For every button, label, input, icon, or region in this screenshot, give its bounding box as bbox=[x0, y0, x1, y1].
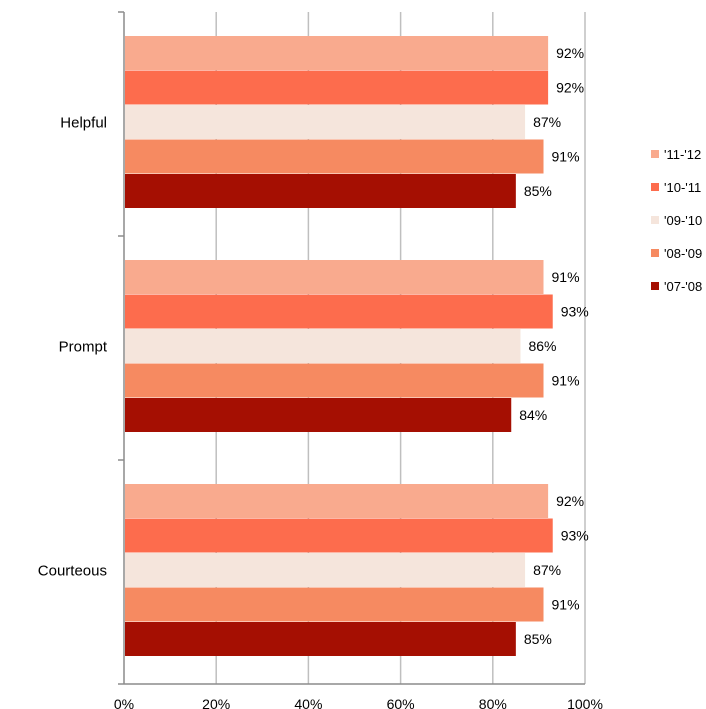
bar bbox=[125, 70, 549, 105]
x-tick-label: 40% bbox=[294, 696, 322, 709]
legend-swatch bbox=[651, 216, 659, 224]
legend-swatch bbox=[651, 150, 659, 158]
bars bbox=[125, 36, 553, 656]
data-labels: 92% 92% 87% 91% 85% 91% 93% 86% 91% 84% 92% 93% 87% 9… bbox=[519, 45, 589, 647]
bar bbox=[125, 294, 553, 329]
bar-value-label: 91% bbox=[552, 597, 580, 613]
bar-value-label: 92% bbox=[556, 45, 584, 61]
bar bbox=[125, 139, 544, 174]
legend: '11-'12 '10-'11 '09-'10 '08-'09 '07-'08 bbox=[651, 147, 702, 294]
bar-value-label: 91% bbox=[552, 373, 580, 389]
bar-value-label: 91% bbox=[552, 269, 580, 285]
bar-value-label: 85% bbox=[524, 631, 552, 647]
bar-value-label: 87% bbox=[533, 562, 561, 578]
x-tick-label: 100% bbox=[567, 696, 603, 709]
x-tick-label: 60% bbox=[387, 696, 415, 709]
bar bbox=[125, 260, 544, 294]
bar-value-label: 85% bbox=[524, 183, 552, 199]
x-tick-label: 0% bbox=[114, 696, 134, 709]
legend-label: '10-'11 bbox=[664, 180, 701, 195]
category-label: Prompt bbox=[59, 338, 108, 355]
bar bbox=[125, 105, 526, 139]
bar-value-label: 91% bbox=[552, 149, 580, 165]
legend-item: '10-'11 bbox=[651, 180, 701, 195]
bar bbox=[125, 518, 553, 553]
legend-item: '08-'09 bbox=[651, 246, 702, 261]
bar bbox=[125, 363, 544, 398]
bar bbox=[125, 174, 516, 208]
bar bbox=[125, 329, 521, 363]
category-label: Helpful bbox=[60, 114, 107, 131]
bar bbox=[125, 622, 516, 656]
bar-value-label: 92% bbox=[556, 80, 584, 96]
bar-value-label: 93% bbox=[561, 528, 589, 544]
bar-value-label: 87% bbox=[533, 114, 561, 130]
legend-swatch bbox=[651, 249, 659, 257]
axes: 0% 20% 40% 60% 80% 100% Helpful Prompt Courteous bbox=[38, 11, 603, 709]
category-label: Courteous bbox=[38, 562, 107, 579]
legend-label: '11-'12 bbox=[664, 147, 701, 162]
x-tick-label: 20% bbox=[202, 696, 230, 709]
legend-swatch bbox=[651, 183, 659, 191]
bar-value-label: 86% bbox=[528, 338, 556, 354]
legend-swatch bbox=[651, 282, 659, 290]
legend-label: '08-'09 bbox=[664, 246, 702, 261]
legend-item: '11-'12 bbox=[651, 147, 701, 162]
legend-label: '07-'08 bbox=[664, 279, 702, 294]
bar-value-label: 93% bbox=[561, 304, 589, 320]
bar bbox=[125, 484, 549, 518]
legend-item: '09-'10 bbox=[651, 213, 702, 228]
x-tick-label: 80% bbox=[479, 696, 507, 709]
legend-item: '07-'08 bbox=[651, 279, 702, 294]
bar bbox=[125, 587, 544, 622]
legend-label: '09-'10 bbox=[664, 213, 702, 228]
bar-value-label: 92% bbox=[556, 493, 584, 509]
bar bbox=[125, 398, 512, 432]
bar bbox=[125, 553, 526, 587]
bar bbox=[125, 36, 549, 70]
bar-value-label: 84% bbox=[519, 407, 547, 423]
